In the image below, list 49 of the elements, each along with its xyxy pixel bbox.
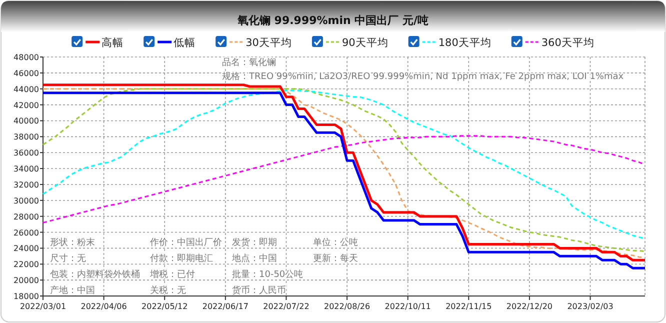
y-tick-label: 38000 (14, 132, 39, 142)
annotation: 品名：氧化镧 (222, 57, 276, 68)
y-tick-label: 46000 (14, 68, 39, 78)
annotation: 单位：公吨 (313, 237, 358, 248)
x-tick-label: 2022/06/17 (202, 302, 248, 311)
legend-label: 180天平均 (438, 37, 492, 49)
x-tick-label: 2022/10/11 (384, 302, 431, 311)
legend-label: 高幅 (102, 36, 124, 49)
y-tick-label: 30000 (14, 196, 39, 206)
legend-label: 90天平均 (342, 37, 388, 49)
x-tick-label: 2022/04/06 (80, 302, 127, 311)
y-tick-label: 32000 (14, 180, 39, 190)
y-tick-label: 44000 (14, 84, 39, 94)
annotation: 关税：无 (150, 285, 186, 296)
annotation: 形状：粉末 (50, 237, 95, 248)
chart-title: 氧化镧 99.999%min 中国出厂 元/吨 (236, 14, 429, 27)
annotation: 作价：中国出厂价 (149, 237, 222, 248)
legend-label: 低幅 (174, 37, 196, 49)
x-tick-label: 2022/12/20 (506, 302, 553, 311)
y-tick-label: 48000 (14, 53, 39, 62)
annotation: 发货：即期 (232, 237, 277, 248)
x-tick-label: 2022/08/26 (324, 302, 370, 311)
annotation: 产地：中国 (50, 285, 95, 296)
y-tick-label: 34000 (14, 164, 39, 174)
annotation: 规格：TREO 99%min, La2O3/REO 99.999%min, Nd 1ppm max, Fe 2ppm max, LOI 1%max (222, 71, 624, 82)
y-tick-label: 42000 (14, 100, 39, 110)
y-tick-label: 28000 (14, 212, 39, 222)
annotation: 尺寸：无 (50, 253, 86, 264)
y-tick-label: 20000 (14, 276, 39, 286)
annotation: 批量：10-50公吨 (232, 269, 304, 280)
annotation: 包装：内塑料袋外铁桶 (50, 269, 140, 280)
x-tick-label: 2022/07/22 (263, 302, 310, 311)
x-tick-label: 2022/05/12 (142, 302, 188, 311)
annotation: 地点：中国 (231, 253, 277, 264)
annotation: 增税：已付 (149, 269, 195, 280)
y-tick-label: 22000 (14, 260, 39, 270)
y-tick-label: 36000 (14, 148, 39, 158)
annotation: 更新：每天 (313, 253, 358, 264)
y-tick-label: 26000 (14, 228, 39, 238)
y-tick-label: 40000 (14, 116, 39, 126)
legend-label: 30天平均 (246, 37, 292, 49)
annotation: 付款：即期电汇 (150, 253, 213, 264)
annotation: 货币：人民币 (232, 285, 286, 296)
x-tick-label: 2022/03/01 (20, 302, 66, 311)
x-tick-label: 2022/11/15 (446, 302, 492, 311)
x-tick-label: 2023/02/03 (567, 302, 614, 311)
y-tick-label: 24000 (14, 244, 39, 254)
legend-label: 360天平均 (541, 37, 594, 49)
y-tick-label: 18000 (14, 292, 39, 301)
